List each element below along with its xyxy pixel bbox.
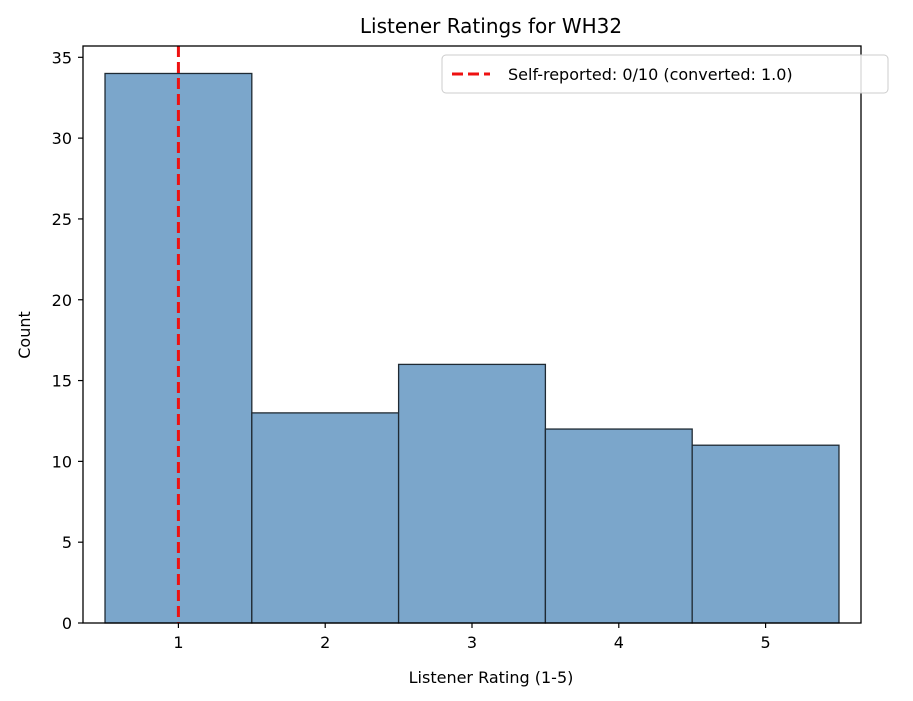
bar-rating-2 (251, 412, 400, 624)
x-axis-label: Listener Rating (1-5) (409, 668, 574, 687)
y-tick-label-0: 0 (62, 614, 72, 633)
y-tick-label-10: 10 (52, 452, 72, 471)
x-tick-label-1: 1 (173, 633, 183, 652)
y-tick-label-25: 25 (52, 210, 72, 229)
x-axis-ticks: 1 2 3 4 5 (173, 623, 771, 652)
y-tick-label-30: 30 (52, 129, 72, 148)
bar-rating-1 (104, 72, 253, 624)
x-tick-label-3: 3 (467, 633, 477, 652)
legend-entry-self-reported: Self-reported: 0/10 (converted: 1.0) (508, 65, 793, 84)
chart-title: Listener Ratings for WH32 (360, 14, 622, 38)
bar-rating-4 (544, 428, 693, 624)
y-tick-label-35: 35 (52, 48, 72, 67)
legend-box (441, 54, 889, 94)
bar-rating-5 (691, 444, 840, 624)
y-tick-label-20: 20 (52, 291, 72, 310)
bars-group (104, 72, 840, 624)
x-tick-label-2: 2 (320, 633, 330, 652)
x-tick-label-4: 4 (614, 633, 624, 652)
y-tick-label-15: 15 (52, 372, 72, 391)
y-axis-ticks: 0 5 10 15 20 25 30 35 (52, 48, 83, 633)
y-axis-label: Count (15, 311, 34, 359)
x-tick-label-5: 5 (760, 633, 770, 652)
y-tick-label-5: 5 (62, 533, 72, 552)
bar-rating-3 (397, 363, 547, 624)
legend: Self-reported: 0/10 (converted: 1.0) (441, 54, 889, 94)
